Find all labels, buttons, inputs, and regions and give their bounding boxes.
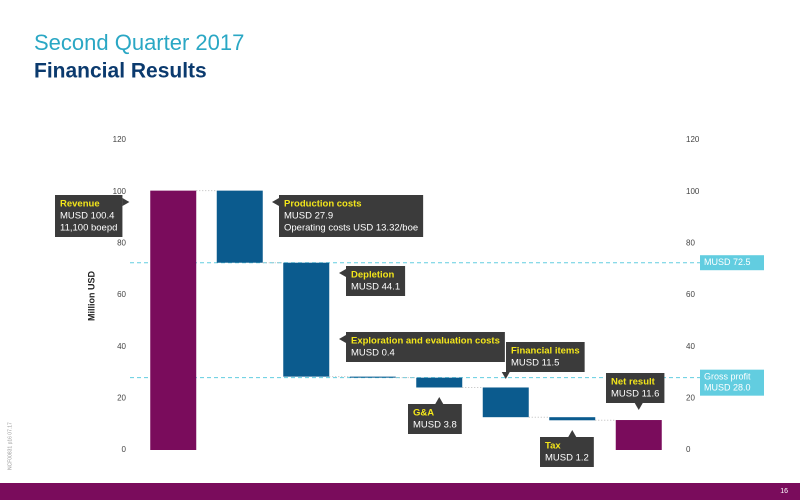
y2-tick-label: 120 <box>686 135 700 144</box>
y-tick-label: 60 <box>117 290 126 299</box>
bar <box>283 262 330 377</box>
callout-pointer <box>634 403 643 410</box>
bar <box>150 190 197 450</box>
y-axis-label: Million USD <box>86 271 96 321</box>
callout-title: Revenue <box>60 199 100 210</box>
callout-box <box>346 332 505 362</box>
callout-title: Production costs <box>284 199 362 210</box>
callout-box <box>279 195 424 237</box>
callout-text: MUSD 1.2 <box>545 453 589 464</box>
callout-text: Operating costs USD 13.32/boe <box>284 223 418 234</box>
callout-box <box>506 342 585 372</box>
callout-box <box>408 404 462 434</box>
y2-tick-label: 20 <box>686 393 695 402</box>
doc-code: NCF00831 p16 07.17 <box>7 422 13 470</box>
callout-pointer <box>501 372 510 379</box>
reference-box <box>700 369 764 396</box>
callout-text: MUSD 11.5 <box>511 358 559 369</box>
reference-label: Gross profit <box>704 372 751 382</box>
chart-subtitle: Financial Results <box>34 60 207 83</box>
callout-title: G&A <box>413 408 434 419</box>
callout-box <box>346 266 406 296</box>
callout-title: Exploration and evaluation costs <box>351 336 500 347</box>
y-tick-label: 100 <box>113 187 127 196</box>
callout-title: Financial items <box>511 346 580 357</box>
callout-text: MUSD 44.1 <box>351 282 400 293</box>
callout-text: 11,100 boepd <box>60 223 117 234</box>
reference-box <box>700 255 764 271</box>
y2-tick-label: 60 <box>686 290 695 299</box>
y2-tick-label: 100 <box>686 187 700 196</box>
bar <box>615 420 662 450</box>
callout-text: MUSD 100.4 <box>60 211 114 222</box>
bar <box>416 377 463 388</box>
callout-text: MUSD 3.8 <box>413 420 457 431</box>
callout-box <box>540 437 594 467</box>
page-number: 16 <box>780 488 788 495</box>
y-tick-label: 20 <box>117 393 126 402</box>
bar <box>482 387 529 418</box>
bar <box>216 190 263 263</box>
bar <box>549 417 596 421</box>
callout-pointer <box>122 198 130 206</box>
footer-bar <box>0 483 800 500</box>
reference-label: MUSD 72.5 <box>704 257 751 267</box>
reference-label: MUSD 28.0 <box>704 383 751 393</box>
y-tick-label: 40 <box>117 342 126 351</box>
callout-title: Depletion <box>351 270 394 281</box>
callout-text: MUSD 0.4 <box>351 348 395 359</box>
y-tick-label: 120 <box>113 135 127 144</box>
y-tick-label: 0 <box>122 445 127 454</box>
y2-tick-label: 0 <box>686 445 691 454</box>
y2-tick-label: 80 <box>686 238 695 247</box>
callout-pointer <box>339 269 346 277</box>
bar <box>349 376 396 378</box>
y2-tick-label: 40 <box>686 342 695 351</box>
callout-title: Net result <box>611 377 656 388</box>
callout-text: MUSD 27.9 <box>284 211 333 222</box>
chart-title: Second Quarter 2017 <box>34 30 244 55</box>
y-tick-label: 80 <box>117 238 126 247</box>
callout-pointer <box>568 430 577 437</box>
callout-title: Tax <box>545 441 561 452</box>
callout-pointer <box>435 397 444 404</box>
callout-text: MUSD 11.6 <box>611 389 659 400</box>
callout-box <box>606 373 665 403</box>
callout-pointer <box>272 198 279 206</box>
callout-box <box>55 195 123 237</box>
callout-pointer <box>339 335 346 343</box>
